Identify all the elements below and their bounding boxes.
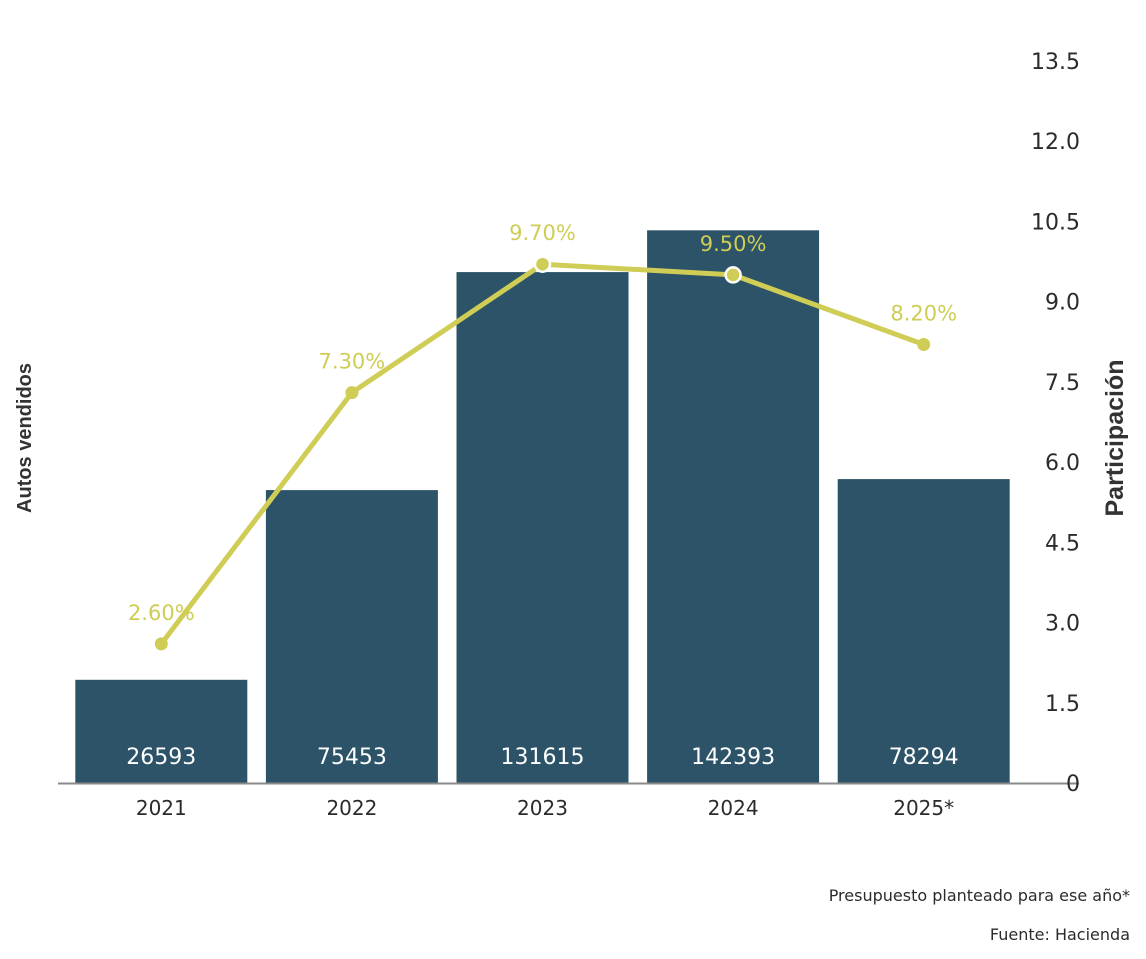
y-axis-left-label: Autos vendidos (14, 363, 36, 513)
x-tick-label: 2022 (326, 796, 377, 820)
y-tick-label: 9.0 (1045, 291, 1080, 316)
y-axis-right-ticks: 0 1.5 3.0 4.5 6.0 7.5 9.0 10.5 12.0 13.5 (1031, 50, 1080, 797)
bar-value-label: 75453 (317, 745, 387, 770)
bar (837, 479, 1010, 783)
y-tick-label: 13.5 (1031, 50, 1080, 75)
x-tick-label: 2021 (136, 796, 187, 820)
line-series: 2.60% 7.30% 9.70% 9.50% 8.20% (128, 221, 957, 651)
bar (647, 230, 820, 784)
line-value-label: 8.20% (890, 302, 957, 326)
bar-value-label: 131615 (501, 745, 585, 770)
bar-series (75, 230, 1010, 784)
y-tick-label: 1.5 (1045, 692, 1080, 717)
y-tick-label: 4.5 (1045, 531, 1080, 556)
y-tick-label: 10.5 (1031, 210, 1080, 235)
bar-value-label: 78294 (889, 745, 959, 770)
y-tick-label: 6.0 (1045, 451, 1080, 476)
y-tick-label: 12.0 (1031, 130, 1080, 155)
x-axis-ticks: 2021 2022 2023 2024 2025* (136, 796, 954, 820)
line-point (154, 637, 168, 651)
footnote-budget: Presupuesto planteado para ese año* (828, 886, 1130, 905)
y-tick-label: 7.5 (1045, 371, 1080, 396)
bar (75, 679, 248, 783)
line-value-label: 7.30% (319, 350, 386, 374)
line-point (533, 255, 552, 273)
footnote-source: Fuente: Hacienda (989, 925, 1130, 944)
y-axis-right-label: Participación (1101, 360, 1129, 517)
bar-value-label: 26593 (126, 745, 196, 770)
bar-value-labels: 26593 75453 131615 142393 78294 (126, 745, 958, 770)
line-value-label: 9.70% (509, 221, 576, 245)
bar-value-label: 142393 (691, 745, 775, 770)
x-tick-label: 2025* (893, 796, 954, 820)
bar (456, 272, 629, 783)
bar (265, 490, 438, 783)
x-tick-label: 2024 (708, 796, 759, 820)
line-point (345, 386, 359, 400)
y-tick-label: 3.0 (1045, 612, 1080, 637)
line-value-label: 9.50% (700, 232, 767, 256)
line-value-label: 2.60% (128, 601, 195, 625)
x-tick-label: 2023 (517, 796, 568, 820)
line-point (724, 266, 742, 284)
y-tick-label: 0 (1066, 772, 1080, 797)
line-point (917, 338, 931, 351)
